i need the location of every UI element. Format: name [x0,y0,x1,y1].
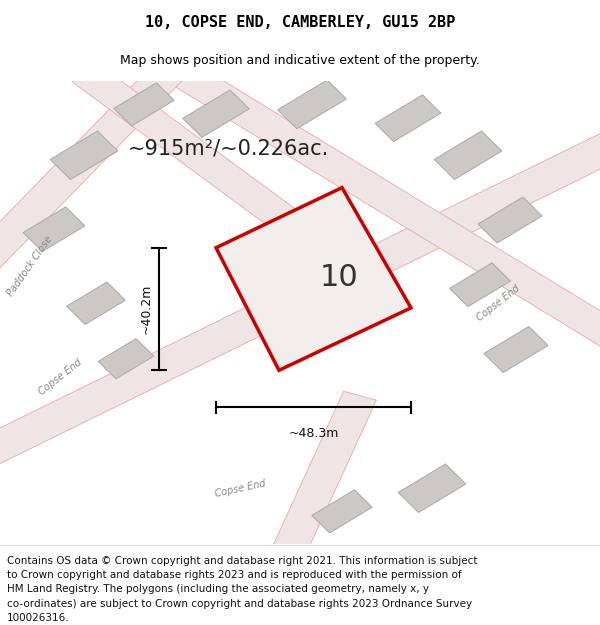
Text: to Crown copyright and database rights 2023 and is reproduced with the permissio: to Crown copyright and database rights 2… [7,570,462,580]
Polygon shape [398,464,466,512]
Text: ~40.2m: ~40.2m [139,284,152,334]
Polygon shape [484,326,548,372]
Polygon shape [67,282,125,324]
Polygon shape [0,124,600,473]
Polygon shape [478,197,542,243]
Text: Map shows position and indicative extent of the property.: Map shows position and indicative extent… [120,54,480,68]
Polygon shape [449,263,511,307]
Polygon shape [98,339,154,379]
Text: 10, COPSE END, CAMBERLEY, GU15 2BP: 10, COPSE END, CAMBERLEY, GU15 2BP [145,15,455,30]
Text: co-ordinates) are subject to Crown copyright and database rights 2023 Ordnance S: co-ordinates) are subject to Crown copyr… [7,599,472,609]
Text: HM Land Registry. The polygons (including the associated geometry, namely x, y: HM Land Registry. The polygons (includin… [7,584,429,594]
Text: Copse End: Copse End [214,478,266,499]
Text: ~915m²/~0.226ac.: ~915m²/~0.226ac. [127,138,329,158]
Text: Paddock Close: Paddock Close [5,234,55,298]
Polygon shape [278,80,346,129]
Polygon shape [0,64,182,284]
Polygon shape [114,83,174,126]
Polygon shape [375,95,441,142]
Polygon shape [169,61,600,346]
Text: Copse End: Copse End [475,283,521,323]
Polygon shape [312,490,372,533]
Polygon shape [272,391,376,558]
Polygon shape [50,131,118,179]
Polygon shape [23,207,85,251]
Polygon shape [216,188,411,370]
Text: ~48.3m: ~48.3m [289,427,338,440]
Text: Copse End: Copse End [37,357,83,397]
Polygon shape [72,62,360,276]
Polygon shape [434,131,502,179]
Text: 10: 10 [320,263,358,292]
Text: Contains OS data © Crown copyright and database right 2021. This information is : Contains OS data © Crown copyright and d… [7,556,478,566]
Text: 100026316.: 100026316. [7,612,70,622]
Polygon shape [183,90,249,138]
